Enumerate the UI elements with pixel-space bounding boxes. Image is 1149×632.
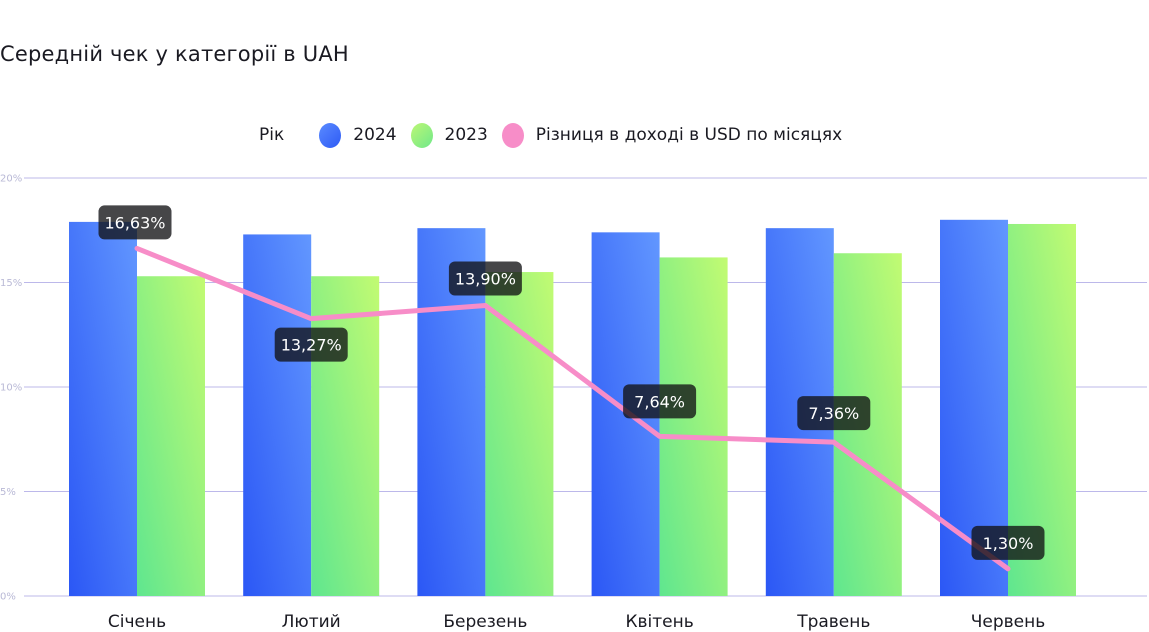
legend-item-2023[interactable]: 2023: [410, 122, 488, 148]
data-label: 1,30%: [971, 525, 1045, 560]
data-label-background: [448, 261, 522, 296]
data-label-background: [971, 525, 1045, 560]
chart-legend: Рік 2024 2023 Різниця в доході в USD по …: [259, 122, 856, 148]
x-tick-label: Січень: [108, 612, 166, 632]
data-label: 7,36%: [797, 396, 871, 431]
chart-title: Середній чек у категорії в UAH: [0, 42, 349, 66]
data-label: 13,27%: [274, 327, 348, 362]
bar-2023-Березень[interactable]: [485, 272, 554, 596]
legend-swatch-icon: [501, 122, 524, 148]
data-label-background: [797, 396, 871, 431]
data-label-text: 1,30%: [983, 534, 1034, 553]
data-label-text: 13,27%: [281, 336, 342, 355]
y-tick-label: 15%: [0, 278, 22, 289]
bar-2024-Лютий[interactable]: [243, 234, 312, 596]
bar-2024-Січень[interactable]: [69, 221, 137, 596]
x-tick-label: Травень: [796, 612, 870, 632]
bar-2023-Квітень[interactable]: [659, 257, 728, 596]
data-label-text: 13,90%: [455, 269, 516, 288]
data-label-background: [274, 327, 348, 362]
legend-label: 2024: [353, 125, 397, 145]
data-label-text: 7,36%: [808, 404, 859, 423]
legend-swatch-icon: [319, 122, 342, 148]
bar-2023-Лютий[interactable]: [311, 276, 380, 596]
y-tick-label: 20%: [0, 174, 22, 185]
legend-label: Різниця в доході в USD по місяцях: [535, 125, 843, 145]
legend-label: 2023: [444, 125, 488, 145]
difference-line[interactable]: [134, 245, 1011, 572]
data-label-background: [623, 384, 697, 419]
legend-item-2024[interactable]: 2024: [319, 122, 397, 148]
bar-2023-Січень[interactable]: [137, 276, 205, 596]
x-tick-label: Лютий: [282, 612, 341, 632]
y-tick-label: 10%: [0, 383, 22, 394]
legend-title: Рік: [259, 125, 285, 145]
legend-swatch-icon: [410, 122, 433, 148]
data-label-text: 16,63%: [104, 213, 165, 232]
x-tick-label: Березень: [443, 612, 527, 632]
data-label: 16,63%: [98, 205, 172, 240]
x-tick-label: Квітень: [625, 612, 693, 632]
y-tick-label: 5%: [0, 487, 16, 498]
x-tick-label: Червень: [971, 612, 1046, 632]
y-tick-label: 0%: [0, 592, 16, 603]
data-label-text: 7,64%: [634, 392, 685, 411]
legend-item-difference[interactable]: Різниця в доході в USD по місяцях: [501, 122, 843, 148]
data-label: 13,90%: [448, 261, 522, 296]
data-label-background: [98, 205, 172, 240]
data-label: 7,64%: [623, 384, 697, 419]
